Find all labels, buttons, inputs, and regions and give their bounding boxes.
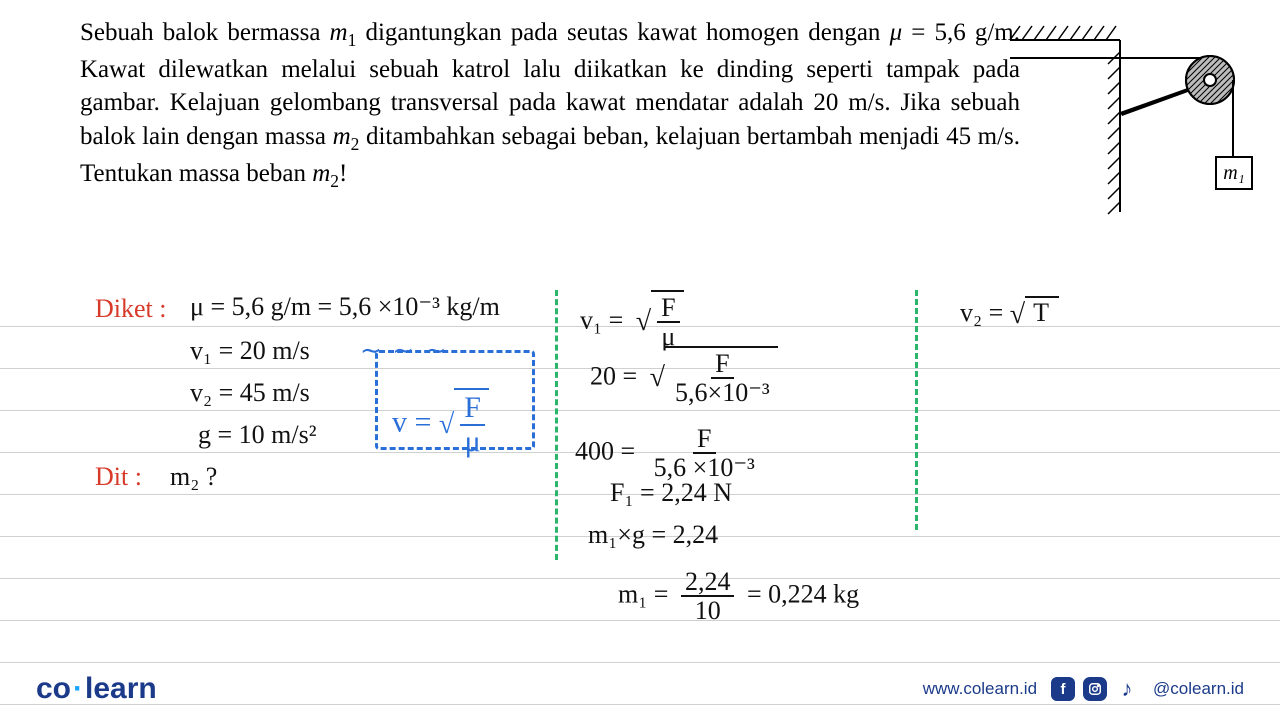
c3-line1: v₂ = T bbox=[960, 296, 1059, 327]
dit-value: m₂ ? bbox=[170, 464, 217, 490]
brand-logo: co·learn bbox=[36, 672, 157, 706]
facebook-icon: f bbox=[1051, 677, 1075, 701]
column-separator-2 bbox=[915, 290, 918, 530]
c2-line2: 20 = F 5,6×10⁻³ bbox=[590, 346, 778, 407]
mass-label: m₁ bbox=[1223, 162, 1244, 184]
c2-line3: 400 = F 5,6 ×10⁻³ bbox=[575, 425, 759, 482]
c2-line6: m₁ = 2,24 10 = 0,224 kg bbox=[618, 568, 859, 625]
g-line: g = 10 m/s² bbox=[198, 422, 317, 448]
instagram-icon bbox=[1083, 677, 1107, 701]
social-handle: @colearn.id bbox=[1153, 679, 1244, 699]
tiktok-icon: ♪ bbox=[1115, 677, 1139, 701]
site-url: www.colearn.id bbox=[923, 679, 1037, 699]
c2-line1: v₁ = F μ bbox=[580, 290, 684, 351]
v1-line: v₁ = 20 m/s bbox=[190, 338, 310, 364]
mu-line: μ = 5,6 g/m = 5,6 ×10⁻³ kg/m bbox=[190, 294, 500, 320]
formula-text: v = Fμ bbox=[392, 388, 489, 457]
diket-label: Diket : bbox=[95, 296, 167, 322]
pulley-figure: m₁ bbox=[1010, 22, 1260, 222]
problem-text: Sebuah balok bermassa m1 digantungkan pa… bbox=[80, 16, 1020, 193]
column-separator-1 bbox=[555, 290, 558, 560]
dit-label: Dit : bbox=[95, 464, 142, 490]
c2-line5: m₁×g = 2,24 bbox=[588, 522, 718, 548]
c2-line4: F₁ = 2,24 N bbox=[610, 480, 732, 506]
v2-line: v₂ = 45 m/s bbox=[190, 380, 310, 406]
social-icons: f ♪ bbox=[1051, 677, 1139, 701]
blue-squiggle: ∼ ∼ ∼ bbox=[360, 338, 448, 364]
